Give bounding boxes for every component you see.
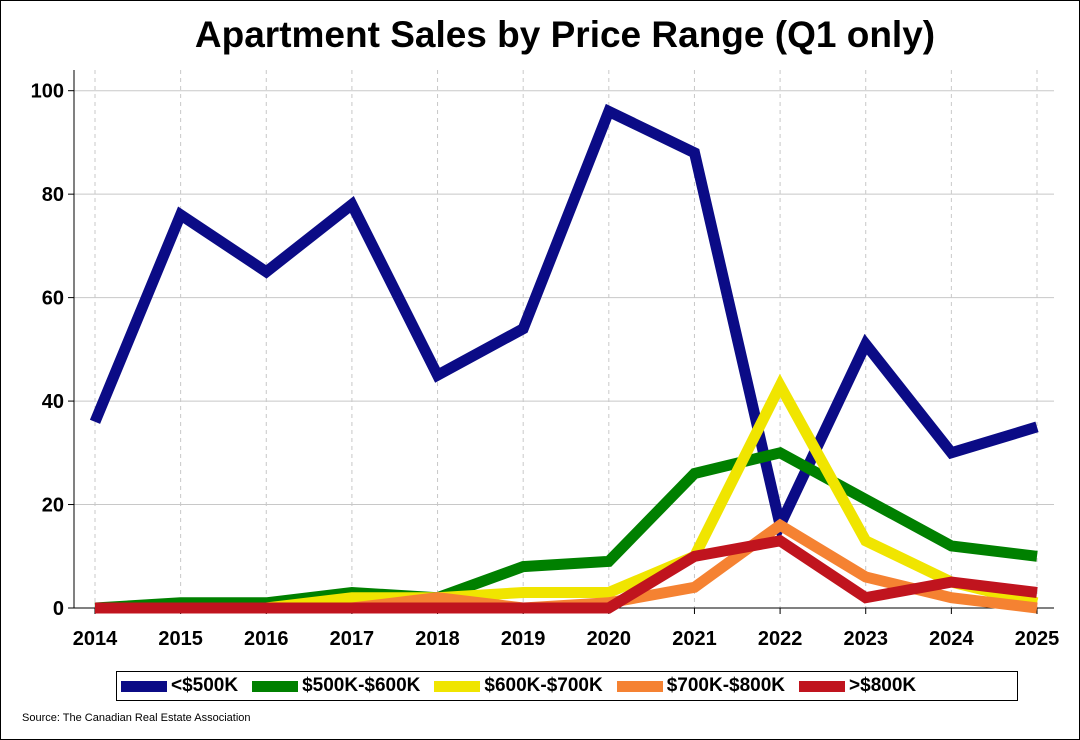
y-tick-label: 20 [42,495,64,517]
x-tick-label: 2020 [587,628,632,650]
legend-item: $600K-$700K [434,675,603,697]
source-note: Source: The Canadian Real Estate Associa… [22,712,251,724]
legend-swatch [616,680,663,692]
x-tick-label: 2019 [501,628,546,650]
legend-label: $700K-$800K [666,675,786,696]
y-tick-label: 80 [42,184,64,206]
legend-item: $700K-$800K [616,675,786,697]
x-tick-label: 2018 [415,628,460,650]
legend-swatch [434,680,481,692]
x-tick-label: 2021 [672,628,717,650]
tick-labels: 0 20 40 60 80 100 2014 2015 2016 2017 2018 2019 2020… [31,81,1060,650]
x-tick-label: 2023 [843,628,888,650]
y-tick-label: 40 [42,391,64,413]
legend-swatch [121,680,167,692]
x-tick-label: 2016 [244,628,289,650]
axes [68,70,1054,614]
series-line-1 [89,103,1039,542]
legend-swatch [799,680,846,692]
y-tick-label: 60 [42,288,64,310]
legend-label: >$800K [849,675,917,696]
legend-label: $500K-$600K [302,675,421,696]
series-line-5 [95,534,1038,614]
y-tick-label: 0 [53,598,64,620]
legend-item: <$500K [121,675,238,697]
x-tick-label: 2014 [73,628,118,650]
x-tick-label: 2015 [158,628,203,650]
chart-title: Apartment Sales by Price Range (Q1 only) [194,14,936,55]
legend-item: $500K-$600K [252,675,420,697]
x-tick-label: 2024 [929,628,974,650]
x-tick-label: 2017 [330,628,375,650]
y-tick-label: 100 [31,81,64,103]
series-line-3 [95,373,1039,614]
legend-label: $600K-$700K [484,675,603,696]
legend-label: <$500K [171,675,239,696]
legend: <$500K $500K-$600K $600K-$700K $700K-$800K >… [116,671,1018,701]
series-lines [89,103,1039,614]
legend-swatch [252,680,299,692]
legend-item: >$800K [799,675,916,697]
x-tick-label: 2025 [1015,628,1060,650]
x-tick-label: 2022 [758,628,803,650]
